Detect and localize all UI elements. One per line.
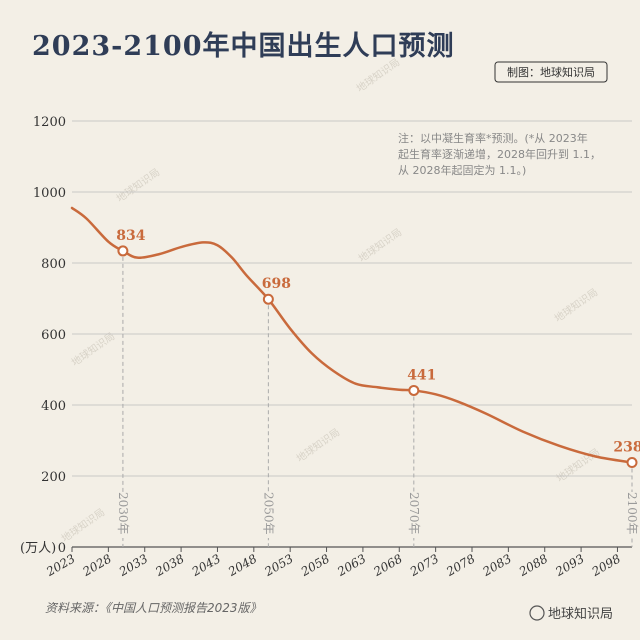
highlight-value-label: 834: [116, 228, 145, 244]
watermark-text: 地球知识局: [114, 165, 162, 204]
x-axis: 2023 2028 2033 2038 2043 2048 2053 2058 2063 2068…: [43, 547, 623, 579]
logo-text: 地球知识局: [548, 606, 613, 622]
highlight-guide-label-bg: [624, 492, 640, 538]
watermark-text: 地球知识局: [59, 505, 107, 544]
highlight-guides: 2030年 2050年 2070年 2100年: [114, 256, 640, 547]
highlight-point: [262, 293, 274, 305]
highlight-guide-label: 2050年: [261, 492, 275, 535]
watermark-text: 地球知识局: [69, 329, 117, 368]
note-line: 起生育率逐渐递增，2028年回升到 1.1，: [398, 147, 601, 161]
highlight-guide-label: 2070年: [407, 492, 421, 535]
x-tick-label: 2098: [589, 551, 624, 579]
y-tick-label: 400: [41, 399, 66, 414]
y-tick-label: 600: [41, 328, 66, 343]
x-tick-label: 2093: [552, 551, 587, 579]
x-tick-label: 2048: [225, 551, 260, 579]
chart-title: 2023-2100年中国出生人口预测: [32, 30, 455, 62]
x-tick-label: 2028: [80, 551, 115, 579]
highlight-value-label: 441: [407, 367, 436, 383]
credit-badge: 制图：地球知识局: [494, 61, 608, 83]
x-tick-label: 2088: [516, 551, 551, 579]
logo-icon: [529, 605, 545, 621]
highlight-point: [626, 457, 638, 469]
x-tick-label: 2078: [443, 551, 478, 579]
y-tick-label: 1000: [33, 186, 66, 201]
watermark-text: 地球知识局: [356, 225, 404, 264]
source-text: 资料来源：《中国人口预测报告2023版》: [45, 601, 262, 615]
note: 注：以中凝生育率*预测。(*从 2023年 起生育率逐渐递增，2028年回升到 …: [398, 131, 601, 177]
watermark-text: 地球知识局: [552, 285, 600, 324]
highlight-guide-label-bg: [405, 492, 422, 538]
x-tick-label: 2073: [407, 551, 442, 579]
watermark-text: 地球知识局: [294, 425, 342, 464]
grid: [72, 120, 632, 548]
highlight-guide-label-bg: [114, 492, 131, 538]
x-tick-label: 2053: [261, 551, 296, 579]
x-tick-label: 2063: [334, 551, 369, 579]
x-tick-label: 2033: [116, 551, 151, 579]
highlight-guide-label: 2100年: [625, 492, 639, 535]
y-tick-label: 200: [41, 470, 66, 485]
x-tick-label: 2083: [480, 551, 515, 579]
x-tick-label: 2068: [370, 551, 405, 579]
highlight-value-label: 698: [262, 276, 291, 292]
footer-logo: 地球知识局: [529, 605, 613, 622]
note-line: 注：以中凝生育率*预测。(*从 2023年: [398, 131, 588, 145]
y-tick-label: 800: [41, 257, 66, 272]
x-tick-label: 2038: [152, 551, 187, 579]
y-axis: 0 200 400 600 800 1000 1200: [33, 115, 66, 556]
highlight-guide-label-bg: [260, 492, 277, 538]
highlight-value-label: 238: [613, 440, 640, 456]
note-line: 从 2028年起固定为 1.1。): [398, 163, 526, 177]
credit-text: 制图：地球知识局: [507, 65, 595, 79]
x-tick-label: 2043: [189, 551, 224, 579]
y-tick-label: 0: [58, 541, 66, 556]
x-tick-label: 2058: [298, 551, 333, 579]
y-tick-label: 1200: [33, 115, 66, 130]
series-line: [70, 206, 634, 464]
highlight-markers: 834 698 441 238: [116, 228, 640, 469]
highlight-guide-label: 2030年: [116, 492, 130, 535]
y-unit-label: (万人): [20, 541, 56, 556]
highlight-point: [408, 384, 420, 396]
highlight-point: [117, 245, 129, 257]
